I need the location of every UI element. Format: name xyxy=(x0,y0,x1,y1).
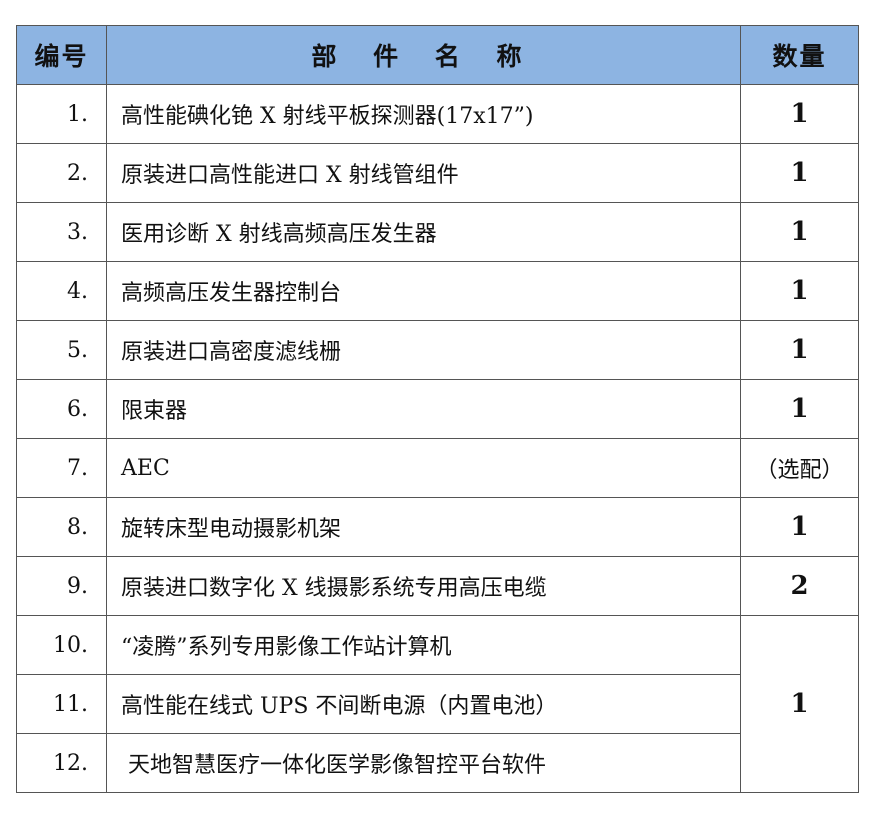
row-qty: 1 xyxy=(740,261,859,321)
row-no: 12. xyxy=(16,733,107,793)
table-row: 11. 高性能在线式 UPS 不间断电源（内置电池） xyxy=(16,674,859,734)
table-row: 5. 原装进口高密度滤线栅 1 xyxy=(16,320,859,380)
row-no: 8. xyxy=(16,497,107,557)
table-row: 8. 旋转床型电动摄影机架 1 xyxy=(16,497,859,557)
row-no: 11. xyxy=(16,674,107,734)
header-qty: 数量 xyxy=(740,25,859,85)
row-qty: 1 xyxy=(740,143,859,203)
table-row: 2. 原装进口高性能进口 X 射线管组件 1 xyxy=(16,143,859,203)
row-qty: 1 xyxy=(740,497,859,557)
row-qty: 1 xyxy=(740,84,859,144)
table-row: 4. 高频高压发生器控制台 1 xyxy=(16,261,859,321)
row-no: 3. xyxy=(16,202,107,262)
row-no: 5. xyxy=(16,320,107,380)
parts-table: 编号 部 件 名 称 数量 1. 高性能碘化铯 X 射线平板探测器(17x17”)… xyxy=(16,25,859,793)
row-qty: 1 xyxy=(740,320,859,380)
row-no: 2. xyxy=(16,143,107,203)
row-no: 1. xyxy=(16,84,107,144)
row-name: “凌腾”系列专用影像工作站计算机 xyxy=(106,615,741,675)
row-no: 6. xyxy=(16,379,107,439)
table-header: 编号 部 件 名 称 数量 xyxy=(16,25,859,85)
row-name: AEC xyxy=(106,438,741,498)
row-name: 原装进口数字化 X 线摄影系统专用高压电缆 xyxy=(106,556,741,616)
row-name: 天地智慧医疗一体化医学影像智控平台软件 xyxy=(106,733,741,793)
header-name: 部 件 名 称 xyxy=(106,25,741,85)
row-no: 4. xyxy=(16,261,107,321)
table-row: 3. 医用诊断 X 射线高频高压发生器 1 xyxy=(16,202,859,262)
row-no: 10. xyxy=(16,615,107,675)
row-name: 高频高压发生器控制台 xyxy=(106,261,741,321)
row-qty: （选配） xyxy=(740,438,859,498)
row-name: 医用诊断 X 射线高频高压发生器 xyxy=(106,202,741,262)
table-row: 1. 高性能碘化铯 X 射线平板探测器(17x17”) 1 xyxy=(16,84,859,144)
row-qty-merged: 1 xyxy=(740,615,859,793)
table-row: 12. 天地智慧医疗一体化医学影像智控平台软件 xyxy=(16,733,859,793)
row-name: 高性能在线式 UPS 不间断电源（内置电池） xyxy=(106,674,741,734)
row-name: 旋转床型电动摄影机架 xyxy=(106,497,741,557)
row-qty: 2 xyxy=(740,556,859,616)
row-name: 高性能碘化铯 X 射线平板探测器(17x17”) xyxy=(106,84,741,144)
row-no: 7. xyxy=(16,438,107,498)
table-row: 6. 限束器 1 xyxy=(16,379,859,439)
row-no: 9. xyxy=(16,556,107,616)
row-qty: 1 xyxy=(740,202,859,262)
row-name: 限束器 xyxy=(106,379,741,439)
table-row: 9. 原装进口数字化 X 线摄影系统专用高压电缆 2 xyxy=(16,556,859,616)
table-row: 7. AEC （选配） xyxy=(16,438,859,498)
row-name: 原装进口高密度滤线栅 xyxy=(106,320,741,380)
row-qty: 1 xyxy=(740,379,859,439)
table-row: 10. “凌腾”系列专用影像工作站计算机 1 xyxy=(16,615,859,793)
row-name: 原装进口高性能进口 X 射线管组件 xyxy=(106,143,741,203)
header-no: 编号 xyxy=(16,25,107,85)
